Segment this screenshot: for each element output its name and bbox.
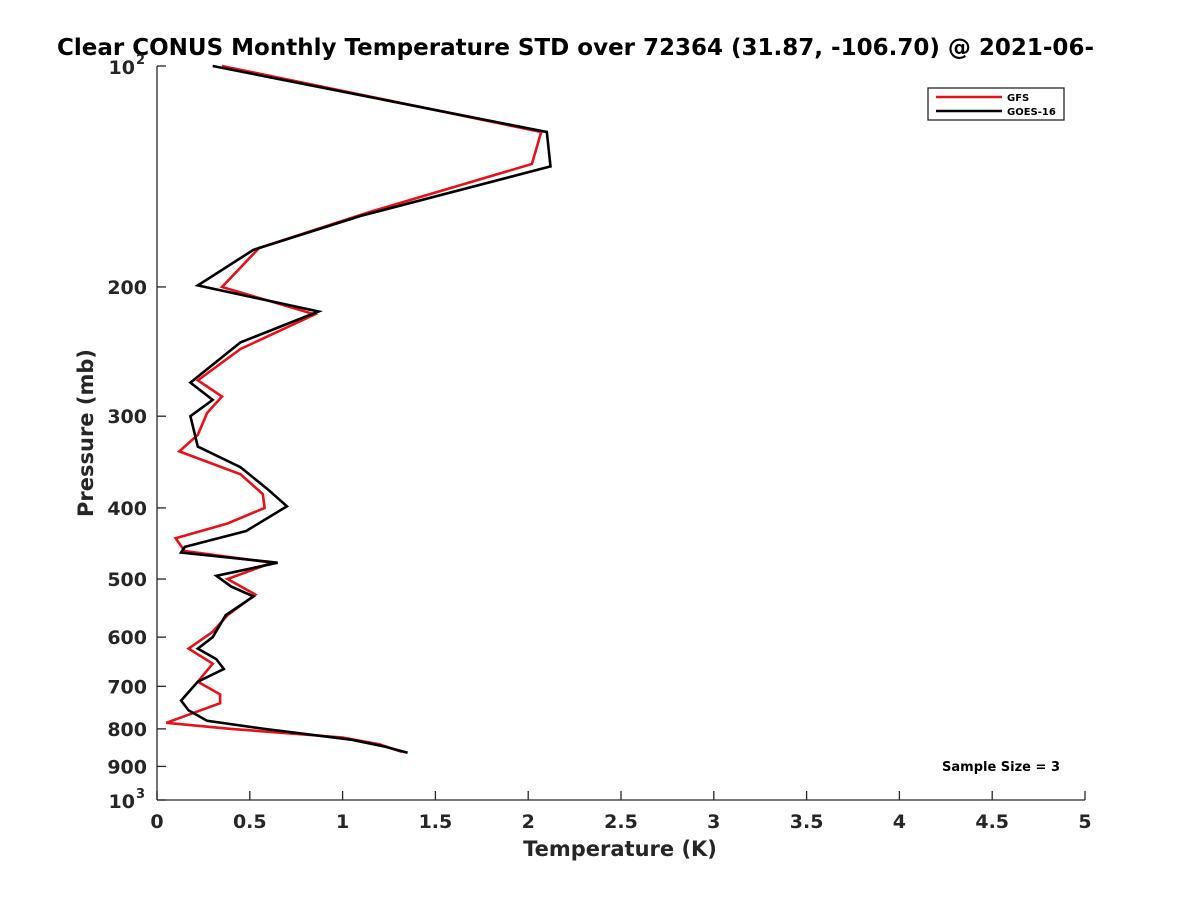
legend-box [927,87,1065,121]
x-tick-label: 5 [1078,811,1091,833]
x-tick-label: 3.5 [790,811,824,833]
y-tick-label: 500 [107,569,147,591]
x-tick-label: 4.5 [975,811,1009,833]
x-tick-label: 4 [893,811,906,833]
x-axis-label: Temperature (K) [523,837,717,861]
y-tick-label: 700 [107,676,147,698]
plot-area [156,66,1085,801]
y-axis-label: Pressure (mb) [74,349,98,517]
series-layer [165,64,552,754]
y-tick-exponent: 3 [136,787,145,802]
legend-entry: GFS [1007,93,1029,104]
x-tick-label: 2 [522,811,535,833]
y-tick-label: 10 [109,57,135,79]
series-line-goes-16 [178,64,552,754]
y-tick-exponent: 2 [136,53,145,68]
x-tick-label: 1 [336,811,349,833]
y-tick-label: 900 [107,756,147,778]
y-tick-label: 10 [109,791,135,813]
x-tick-label: 0 [150,811,163,833]
x-tick-label: 3 [707,811,720,833]
series-line-gfs [165,64,543,754]
legend: GFS GOES-16 [927,87,1065,121]
y-tick-label: 800 [107,719,147,741]
chart-title: Clear CONUS Monthly Temperature STD over… [57,35,1094,61]
sample-size-note: Sample Size = 3 [942,760,1060,775]
x-tick-label: 2.5 [604,811,638,833]
legend-entry: GOES-16 [1007,107,1056,118]
y-tick-label: 200 [107,277,147,299]
y-tick-label: 600 [107,627,147,649]
x-tick-label: 1.5 [419,811,453,833]
x-axis: 0 0.5 1 1.5 2 2.5 3 3.5 4 4.5 5 [150,791,1092,833]
x-tick-label: 0.5 [233,811,267,833]
y-tick-label: 300 [107,406,147,428]
y-tick-label: 400 [107,498,147,520]
